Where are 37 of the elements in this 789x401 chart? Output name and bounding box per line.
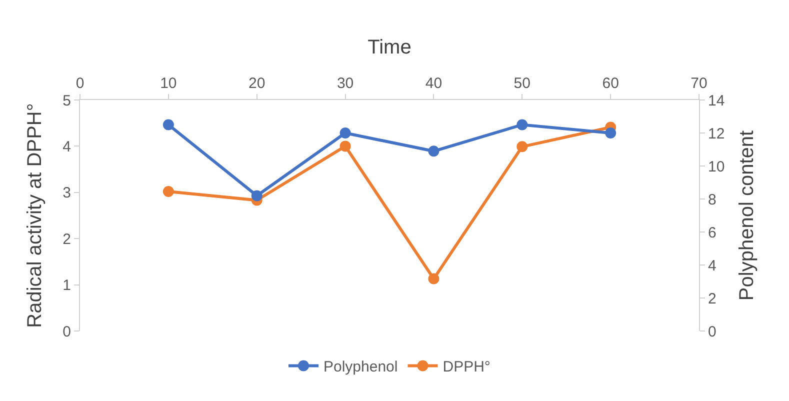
x-tick-label: 20 <box>248 75 266 92</box>
x-axis-title: Time <box>368 36 412 58</box>
y-tick-label: 3 <box>62 184 71 202</box>
legend-label: DPPH° <box>442 358 490 376</box>
legend-label: Polyphenol <box>324 358 398 376</box>
point <box>428 273 440 284</box>
y-tick-label: 1 <box>62 277 71 294</box>
point <box>340 128 351 138</box>
point <box>162 119 174 130</box>
y2-tick-label: 6 <box>708 224 716 242</box>
point <box>428 146 440 157</box>
x-tick-label: 10 <box>160 75 177 92</box>
x-tick-label: 60 <box>602 75 619 92</box>
y2-tick-label: 14 <box>708 92 725 110</box>
x-tick-label: 30 <box>336 75 354 92</box>
y2-tick-label: 2 <box>708 290 716 308</box>
y-tick-label: 4 <box>62 138 71 156</box>
y-tick-label: 5 <box>62 92 71 110</box>
point <box>162 186 174 197</box>
point <box>251 190 262 202</box>
point <box>516 141 528 152</box>
point <box>516 119 528 130</box>
y2-tick-label: 12 <box>708 125 725 142</box>
x-tick-label: 0 <box>76 75 84 92</box>
y2-tick-label: 8 <box>708 191 716 208</box>
y-axis-title: Radical activity at DPPH° <box>24 103 46 328</box>
y-tick-label: 0 <box>62 323 71 340</box>
point <box>605 128 616 138</box>
x-tick-label: 40 <box>425 75 442 92</box>
y2-tick-label: 0 <box>708 323 716 340</box>
y-tick-label: 2 <box>62 230 71 248</box>
x-tick-label: 50 <box>514 75 530 92</box>
y2-tick-label: 10 <box>708 158 725 176</box>
y2-axis-title: Polyphenol content <box>736 130 758 301</box>
y2-tick-label: 4 <box>708 257 716 274</box>
point <box>340 140 351 152</box>
x-tick-label: 70 <box>690 75 708 92</box>
